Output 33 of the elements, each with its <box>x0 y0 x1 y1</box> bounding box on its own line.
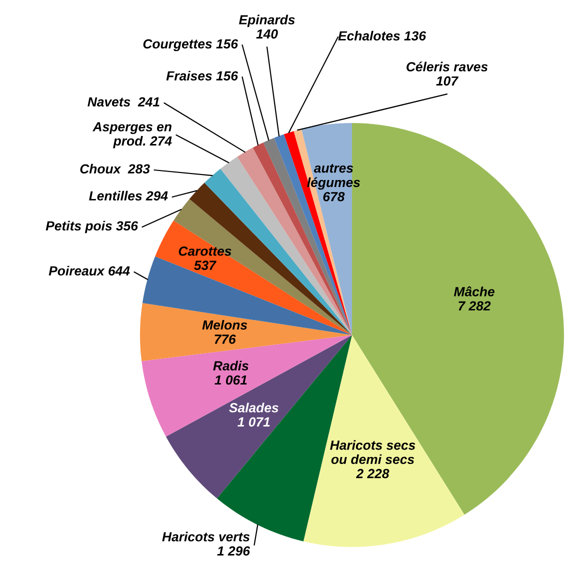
slice-label: Asperges en prod. 274 <box>92 122 172 148</box>
data-label: 107 <box>436 76 459 86</box>
slice-label: Lentilles 294 <box>89 190 168 201</box>
pie-slice <box>140 303 352 362</box>
slice-label: Céleris raves <box>406 62 488 72</box>
slice-label: Echalotes 136 <box>338 30 426 41</box>
data-label: 2 228 <box>356 468 390 478</box>
slice-label: Haricots verts <box>162 532 250 542</box>
slice-label: Mâche <box>454 286 494 296</box>
slice-label: Petits pois 356 <box>46 220 138 234</box>
slice-label: Salades <box>229 402 278 412</box>
pie-slice <box>303 335 464 547</box>
slice-label: Epinards <box>239 14 295 28</box>
data-label: 776 <box>214 334 236 344</box>
slice-label: Courgettes 156 <box>143 39 238 52</box>
pie-slice <box>142 256 352 335</box>
data-label: 1 296 <box>217 546 250 556</box>
data-label: 7 282 <box>458 301 491 311</box>
slice-label: Poireaux 644 <box>48 266 130 276</box>
slice-label: Radis <box>213 360 248 370</box>
slice-label: Fraises 156 <box>166 70 238 81</box>
data-label: 140 <box>256 29 278 39</box>
slice-label: Choux 283 <box>80 164 150 174</box>
data-label: 1 061 <box>214 375 247 385</box>
slice-label: Haricots secs ou demi secs <box>330 440 416 464</box>
pie-slice <box>142 335 352 437</box>
data-label: 537 <box>194 260 216 270</box>
slice-label: Carottes <box>178 246 232 256</box>
pie-slice <box>155 220 352 335</box>
data-label: 1 071 <box>238 417 270 427</box>
slice-label: Melons <box>202 320 248 330</box>
slice-label: Navets 241 <box>88 97 160 107</box>
data-label: 678 <box>323 192 345 202</box>
